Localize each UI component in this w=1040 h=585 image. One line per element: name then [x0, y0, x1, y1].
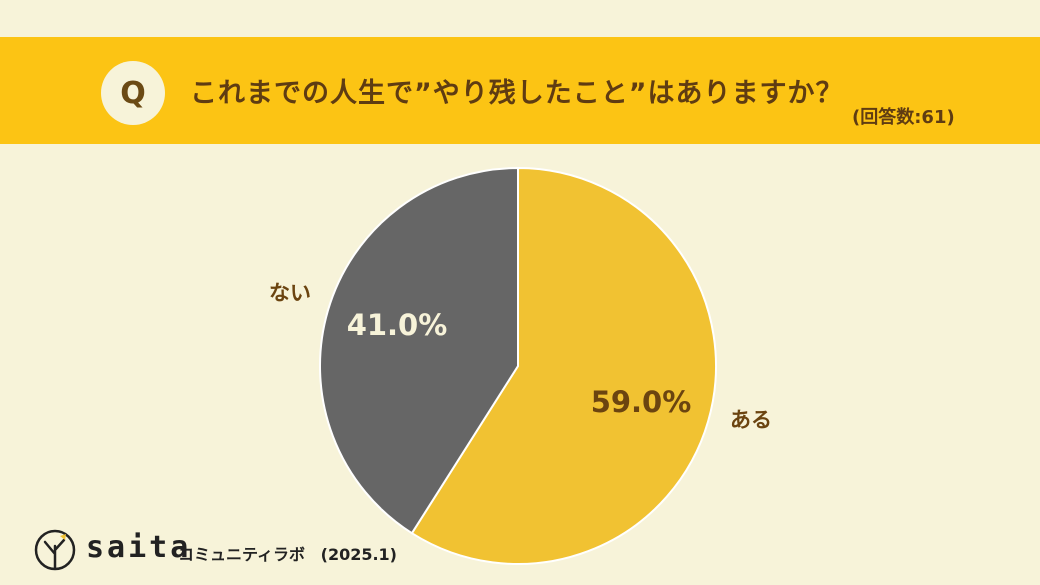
header-banner — [0, 37, 1040, 144]
brand-lab-label: コミュニティラボ — [178, 545, 306, 564]
saita-logo-icon — [34, 529, 76, 571]
respondent-count: (回答数:61) — [852, 107, 955, 128]
brand-name: saita — [86, 530, 192, 565]
pie-category-label-no: ない — [269, 281, 311, 305]
pie-slice-no — [319, 166, 519, 535]
pie-value-label-yes: 59.0% — [591, 385, 692, 419]
brand-subtitle: コミュニティラボ (2025.1) — [178, 541, 397, 565]
pie-slice-yes — [410, 166, 717, 565]
q-badge: Q — [101, 61, 165, 125]
survey-date: (2025.1) — [320, 545, 397, 564]
question-title: これまでの人生で”やり残したこと”はありますか？ — [190, 78, 844, 109]
pie-value-label-no: 41.0% — [347, 308, 448, 342]
pie-category-label-yes: ある — [730, 408, 772, 432]
